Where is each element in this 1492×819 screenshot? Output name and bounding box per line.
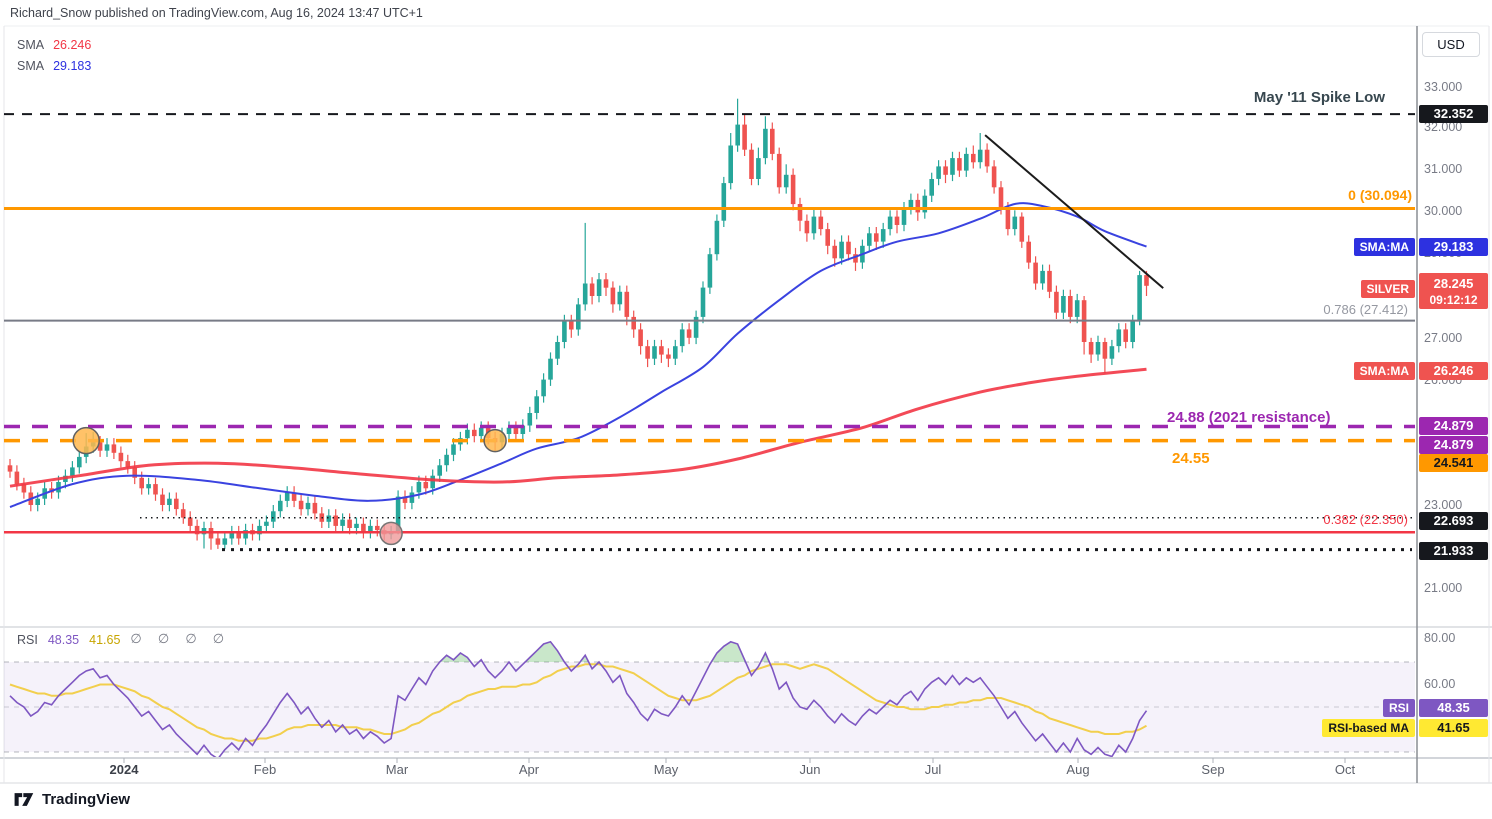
pane-frame xyxy=(0,25,1492,784)
axis-label: 31.000 xyxy=(1424,162,1463,176)
price-levels xyxy=(4,113,1415,552)
time-axis-label[interactable]: Sep xyxy=(1201,762,1225,777)
rsi-line xyxy=(9,640,1148,757)
price-badge: 29.183 xyxy=(1419,238,1488,256)
trendline[interactable] xyxy=(984,134,1164,289)
event-marker[interactable] xyxy=(483,428,507,453)
chart-annotation: 0 (30.094) xyxy=(1348,187,1412,203)
chart-annotation: 0.382 (22.350) xyxy=(1323,512,1408,527)
axis-label: 21.000 xyxy=(1424,581,1463,595)
candlestick-series xyxy=(7,98,1149,550)
time-axis-label[interactable]: May xyxy=(653,762,679,777)
price-badge: 41.65 xyxy=(1419,719,1488,737)
series-label-badge: SILVER xyxy=(1360,280,1415,298)
axis-label: 30.000 xyxy=(1424,204,1463,218)
time-axis-label[interactable]: Mar xyxy=(385,762,409,777)
axis-label: 23.000 xyxy=(1424,498,1463,512)
chart-annotation: 0.786 (27.412) xyxy=(1323,302,1408,317)
series-label-badge: SMA:MA xyxy=(1353,238,1415,256)
axis-label: 60.00 xyxy=(1424,677,1456,691)
tradingview-logo-text: TradingView xyxy=(42,791,131,808)
series-label-badge: RSI xyxy=(1382,699,1415,717)
price-badge: 21.933 xyxy=(1419,542,1488,560)
sma-fast-line xyxy=(9,367,1147,488)
price-badge: 24.541 xyxy=(1419,454,1488,472)
attribution-text: Richard_Snow published on TradingView.co… xyxy=(10,6,423,20)
axis-label: 80.00 xyxy=(1424,631,1456,645)
price-badge: 26.246 xyxy=(1419,362,1488,380)
time-axis-label[interactable]: Jul xyxy=(924,762,942,777)
price-badge: 24.879 xyxy=(1419,436,1488,454)
event-marker[interactable] xyxy=(379,521,403,546)
axis-label: 33.000 xyxy=(1424,80,1463,94)
price-badge: 22.693 xyxy=(1419,512,1488,530)
event-marker[interactable] xyxy=(72,426,100,455)
rsi-ma-line xyxy=(9,663,1147,742)
price-badge: 24.879 xyxy=(1419,417,1488,435)
rsi-hidden-values: ∅ ∅ ∅ ∅ xyxy=(130,632,231,647)
time-axis-label[interactable]: Oct xyxy=(1334,762,1356,777)
price-badge: 28.245 09:12:12 xyxy=(1419,273,1488,309)
rsi-legend: RSI 48.35 41.65 ∅ ∅ ∅ ∅ xyxy=(17,632,230,647)
indicator-legend: SMA 26.246 SMA 29.183 xyxy=(17,34,91,76)
sma-slow-line xyxy=(9,202,1147,509)
sma-fast-value: 26.246 xyxy=(53,37,92,52)
sma-fast-label: SMA xyxy=(17,37,45,52)
time-axis-label[interactable]: Feb xyxy=(253,762,277,777)
sma-slow-label: SMA xyxy=(17,58,45,73)
rsi-label: RSI xyxy=(17,632,38,647)
chart-annotation: May '11 Spike Low xyxy=(1253,89,1385,106)
time-axis-label[interactable]: Jun xyxy=(799,762,821,777)
price-badge: 48.35 xyxy=(1419,699,1488,717)
axis-label: 32.000 xyxy=(1424,120,1463,134)
axis-label: 27.000 xyxy=(1424,331,1463,345)
sma-slow-value: 29.183 xyxy=(53,58,92,73)
series-label-badge: RSI-based MA xyxy=(1322,719,1415,737)
chart-annotation: 24.88 (2021 resistance) xyxy=(1167,409,1331,426)
time-axis-label[interactable]: Aug xyxy=(1066,762,1090,777)
sma-fast-legend-row: SMA 26.246 xyxy=(17,34,91,55)
currency-selector[interactable]: USD xyxy=(1422,32,1480,57)
chart-annotation: 24.55 xyxy=(1172,450,1210,467)
sma-slow-legend-row: SMA 29.183 xyxy=(17,55,91,76)
time-axis-label[interactable]: 2024 xyxy=(109,762,139,777)
series-label-badge: SMA:MA xyxy=(1353,362,1415,380)
time-axis-label[interactable]: Apr xyxy=(518,762,540,777)
rsi-value: 48.35 xyxy=(47,632,80,647)
rsi-pane xyxy=(4,640,1415,757)
rsi-ma-value: 41.65 xyxy=(89,632,121,647)
price-badge: 32.352 xyxy=(1419,105,1488,123)
tradingview-brand[interactable]: TradingView xyxy=(14,790,130,809)
tradingview-logo-icon xyxy=(14,793,34,806)
